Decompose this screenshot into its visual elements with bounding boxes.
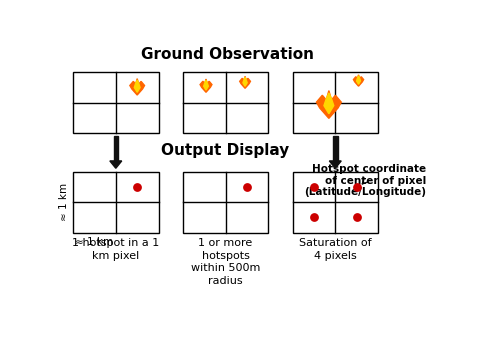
Bar [114, 136, 118, 161]
Text: ≈ 1 km: ≈ 1 km [59, 183, 69, 221]
Text: 1 or more
hotspots
within 500m
radius: 1 or more hotspots within 500m radius [191, 238, 260, 285]
Point [243, 184, 251, 190]
Bar [73, 72, 158, 133]
Bar [183, 72, 268, 133]
Bar [183, 172, 268, 233]
Polygon shape [240, 76, 251, 88]
Polygon shape [324, 93, 334, 114]
Point [353, 184, 360, 190]
Polygon shape [357, 76, 360, 84]
Point [310, 184, 318, 190]
Polygon shape [243, 77, 247, 86]
Polygon shape [353, 75, 364, 86]
Polygon shape [204, 80, 208, 90]
Point [353, 215, 360, 220]
Bar [333, 136, 337, 161]
Text: ≈ 1 km: ≈ 1 km [75, 237, 113, 247]
Text: Output Display: Output Display [161, 143, 289, 158]
Bar [292, 72, 378, 133]
Polygon shape [110, 161, 122, 168]
Polygon shape [200, 79, 212, 92]
Text: 1 hotspot in a 1
km pixel: 1 hotspot in a 1 km pixel [72, 238, 159, 261]
Polygon shape [316, 91, 341, 118]
Polygon shape [130, 79, 144, 95]
Text: Ground Observation: Ground Observation [141, 47, 314, 62]
Polygon shape [134, 80, 140, 92]
Point [310, 215, 318, 220]
Text: Hotspot coordinate
of center of pixel
(Latitude/Longitude): Hotspot coordinate of center of pixel (L… [304, 164, 426, 197]
Bar [73, 172, 158, 233]
Bar [292, 172, 378, 233]
Text: Saturation of
4 pixels: Saturation of 4 pixels [299, 238, 372, 261]
Point [133, 184, 141, 190]
Polygon shape [329, 161, 341, 168]
